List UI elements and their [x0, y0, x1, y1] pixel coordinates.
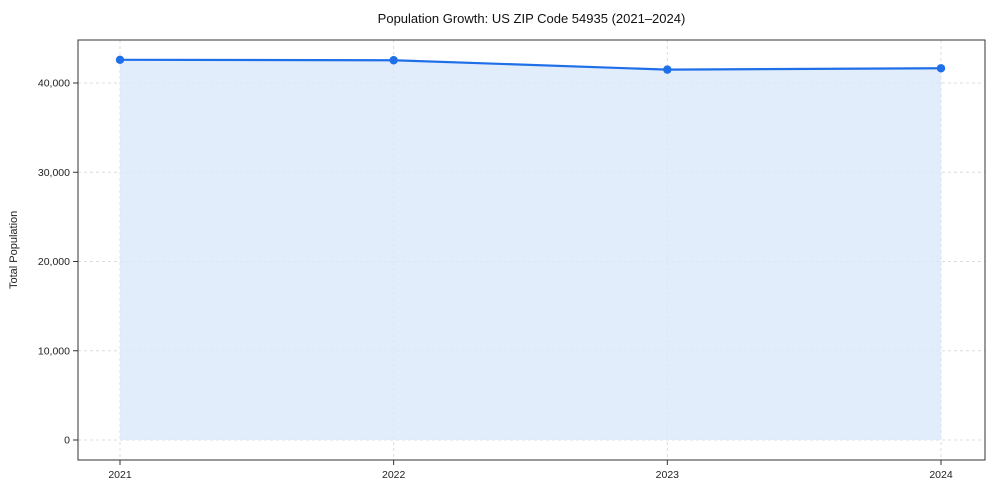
y-tick-label: 10,000 — [38, 345, 70, 357]
axis-frame — [77, 39, 986, 461]
data-point — [936, 64, 946, 73]
y-tick-label: 30,000 — [38, 167, 70, 179]
area-fill — [120, 59, 941, 441]
data-point — [389, 56, 398, 65]
trend-line — [118, 58, 943, 71]
data-point — [663, 65, 672, 74]
chart-title: Population Growth: US ZIP Code 54935 (20… — [377, 11, 686, 26]
data-point — [115, 55, 125, 64]
y-tick-label: 0 — [64, 435, 70, 447]
y-tick-label: 40,000 — [38, 78, 70, 90]
x-tick-label: 2024 — [929, 469, 953, 481]
y-tick-label: 20,000 — [38, 256, 70, 268]
x-tick-label: 2022 — [382, 469, 406, 481]
x-tick-label: 2023 — [656, 469, 680, 481]
x-tick-label: 2021 — [108, 469, 132, 481]
